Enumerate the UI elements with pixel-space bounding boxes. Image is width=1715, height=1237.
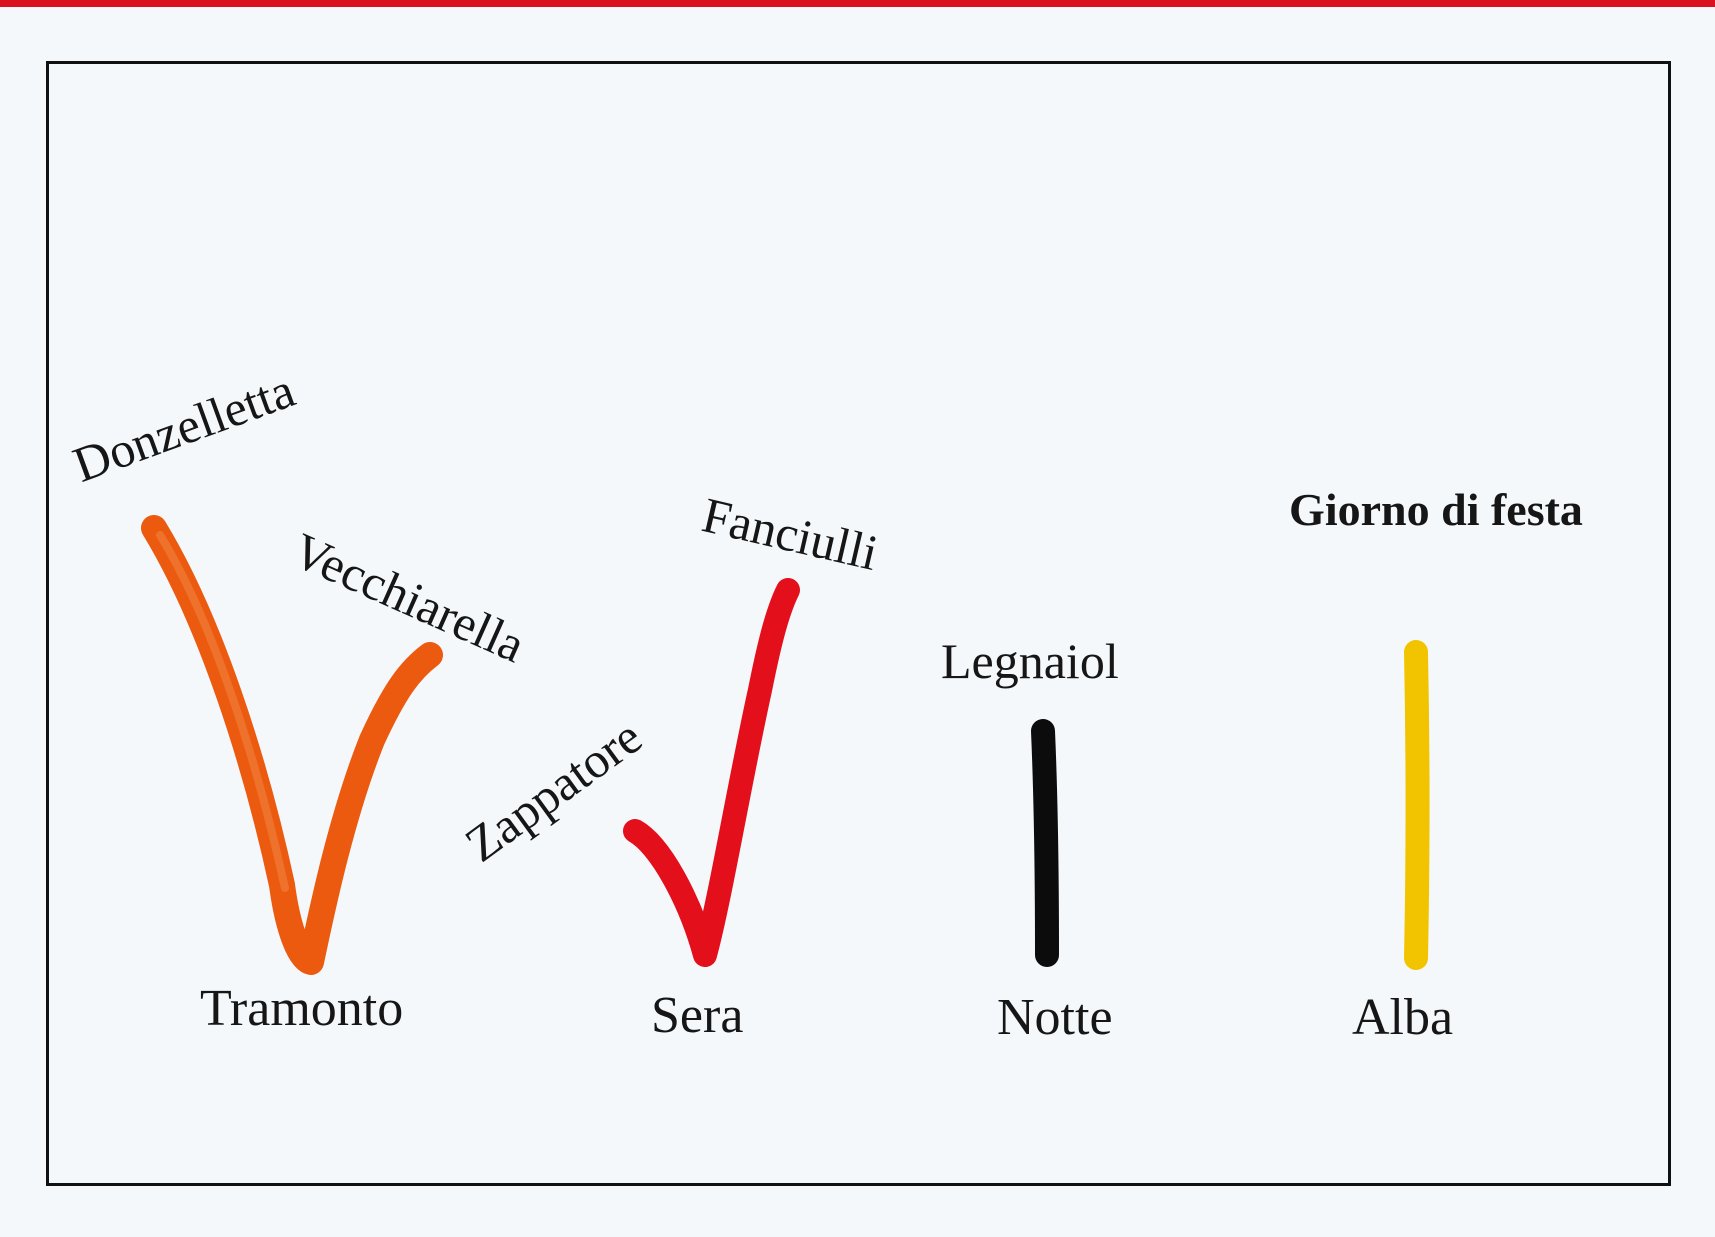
sera-stroke: [623, 578, 800, 967]
label-sera: Sera: [651, 987, 744, 1044]
diagram-frame: [46, 61, 1671, 1186]
tramonto-stroke-highlight: [156, 531, 289, 892]
label-tramonto: Tramonto: [200, 980, 404, 1037]
label-giorno-di-festa: Giorno di festa: [1289, 484, 1583, 535]
label-alba: Alba: [1352, 989, 1454, 1046]
top-red-band: [0, 0, 1715, 7]
notte-stroke: [1031, 719, 1059, 967]
alba-stroke: [1404, 640, 1430, 970]
label-legnaiol: Legnaiol: [941, 633, 1119, 689]
label-notte: Notte: [997, 989, 1113, 1046]
tramonto-stroke: [141, 515, 443, 975]
